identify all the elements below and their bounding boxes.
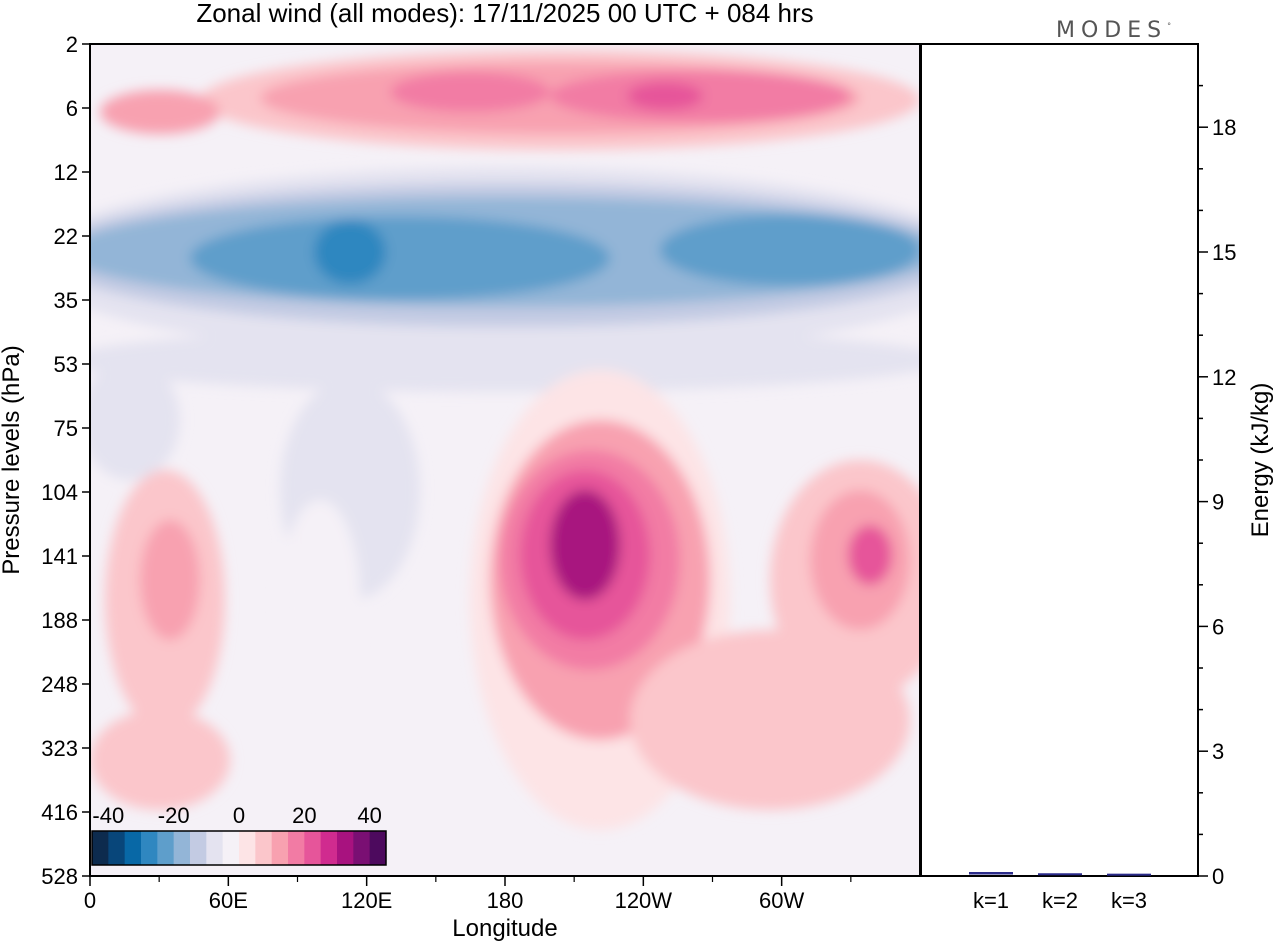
longitude-label-0: 0	[84, 888, 96, 913]
mode-label-k=3: k=3	[1111, 888, 1147, 913]
pressure-label-12: 12	[54, 160, 78, 185]
colorbar-cell-3	[124, 831, 142, 865]
energy-bar-k=3	[1107, 873, 1151, 876]
colorbar-labels: -40 -20 0 20 40	[92, 803, 381, 828]
pressure-label-53: 53	[54, 352, 78, 377]
chart-title: Zonal wind (all modes): 17/11/2025 00 UT…	[196, 0, 813, 28]
pressure-label-6: 6	[66, 96, 78, 121]
colorbar-cell-7	[190, 831, 207, 865]
colorbar-cell-12	[271, 831, 289, 865]
colorbar-cell-9	[222, 831, 240, 865]
x-axis-label: Longitude	[452, 915, 557, 942]
pressure-label-75: 75	[54, 416, 78, 441]
colorbar-cell-4	[141, 831, 158, 865]
pressure-label-141: 141	[41, 544, 78, 569]
colorbar-cell-10	[239, 831, 256, 865]
colorbar-cell-6	[173, 831, 191, 865]
energy-label-9: 9	[1212, 490, 1224, 515]
longitude-label-180: 180	[487, 888, 524, 913]
colorbar-label-2: -20	[158, 803, 190, 828]
heatmap-panel	[90, 44, 920, 876]
energy-label-18: 18	[1212, 115, 1236, 140]
pressure-label-528: 528	[41, 864, 78, 889]
contour-region-26	[140, 520, 200, 640]
mode-axis: k=1 k=2 k=3	[973, 888, 1147, 913]
contour-region-13	[90, 328, 920, 392]
energy-label-6: 6	[1212, 614, 1224, 639]
y-axis-label: Pressure levels (hPa)	[0, 345, 25, 574]
longitude-label-60E: 60E	[209, 888, 248, 913]
contour-region-27	[630, 630, 910, 810]
longitude-label-60W: 60W	[759, 888, 804, 913]
contour-region-16	[280, 500, 360, 700]
logo-text: MODES	[1056, 18, 1168, 43]
logo-mark: °	[1167, 21, 1172, 31]
colorbar-cell-5	[157, 831, 175, 865]
energy-bar-k=1	[969, 872, 1013, 875]
energy-label-0: 0	[1212, 864, 1224, 889]
pressure-label-22: 22	[54, 224, 78, 249]
contour-region-21	[550, 490, 620, 600]
longitude-label-120W: 120W	[615, 888, 673, 913]
pressure-label-248: 248	[41, 672, 78, 697]
colorbar-label-4: 20	[292, 803, 316, 828]
pressure-label-104: 104	[41, 480, 78, 505]
energy-panel: 0 3 6 9 12 15 18 k=1 k=2 k=3 Energy (kJ/kg)	[920, 43, 1274, 913]
colorbar-frame	[91, 830, 387, 866]
pressure-label-416: 416	[41, 800, 78, 825]
pressure-label-2: 2	[66, 32, 78, 57]
modes-logo: MODES°	[1056, 18, 1171, 43]
colorbar-label-1: -40	[92, 803, 124, 828]
longitude-label-120E: 120E	[341, 888, 392, 913]
energy-bars	[969, 872, 1151, 876]
contour-region-10	[190, 216, 610, 300]
energy-label-12: 12	[1212, 365, 1236, 390]
colorbar-cell-16	[337, 831, 354, 865]
pressure-label-35: 35	[54, 288, 78, 313]
contour-region-12	[314, 220, 386, 284]
colorbar-cell-18	[369, 831, 387, 865]
mode-label-k=2: k=2	[1042, 888, 1078, 913]
colorbar-label-5: 40	[357, 803, 381, 828]
colorbar-cell-1	[92, 831, 109, 865]
colorbar-cell-15	[320, 831, 338, 865]
pressure-axis: 2 6 12 22 35 53 75 104 141 188 248 323 416 528	[41, 32, 90, 889]
energy-bar-k=2	[1038, 873, 1082, 876]
colorbar-cell-8	[206, 831, 224, 865]
mode-label-k=1: k=1	[973, 888, 1009, 913]
pressure-label-188: 188	[41, 608, 78, 633]
contour-region-28	[90, 710, 230, 810]
longitude-axis: 0 60E 120E 180 120W 60W	[84, 876, 852, 913]
energy-axis: 0 3 6 9 12 15 18	[1198, 84, 1236, 889]
energy-frame	[920, 43, 1199, 877]
colorbar: -40 -20 0 20 40	[91, 803, 387, 866]
colorbar-cell-2	[108, 831, 126, 865]
contour-region-11	[660, 214, 920, 286]
energy-label-15: 15	[1212, 240, 1236, 265]
contour-region-4	[627, 82, 703, 110]
colorbar-cell-11	[255, 831, 273, 865]
energy-label-3: 3	[1212, 739, 1224, 764]
pressure-label-323: 323	[41, 736, 78, 761]
colorbar-cell-14	[304, 831, 322, 865]
contour-region-24	[848, 525, 892, 585]
contour-region-15	[90, 360, 180, 480]
colorbar-label-3: 0	[233, 803, 245, 828]
colorbar-cell-17	[353, 831, 371, 865]
contour-field	[90, 50, 920, 830]
contour-region-6	[390, 72, 550, 112]
colorbar-cells	[92, 831, 387, 865]
colorbar-cell-13	[288, 831, 305, 865]
energy-axis-label: Energy (kJ/kg)	[1247, 383, 1274, 538]
contour-region-5	[100, 90, 220, 134]
